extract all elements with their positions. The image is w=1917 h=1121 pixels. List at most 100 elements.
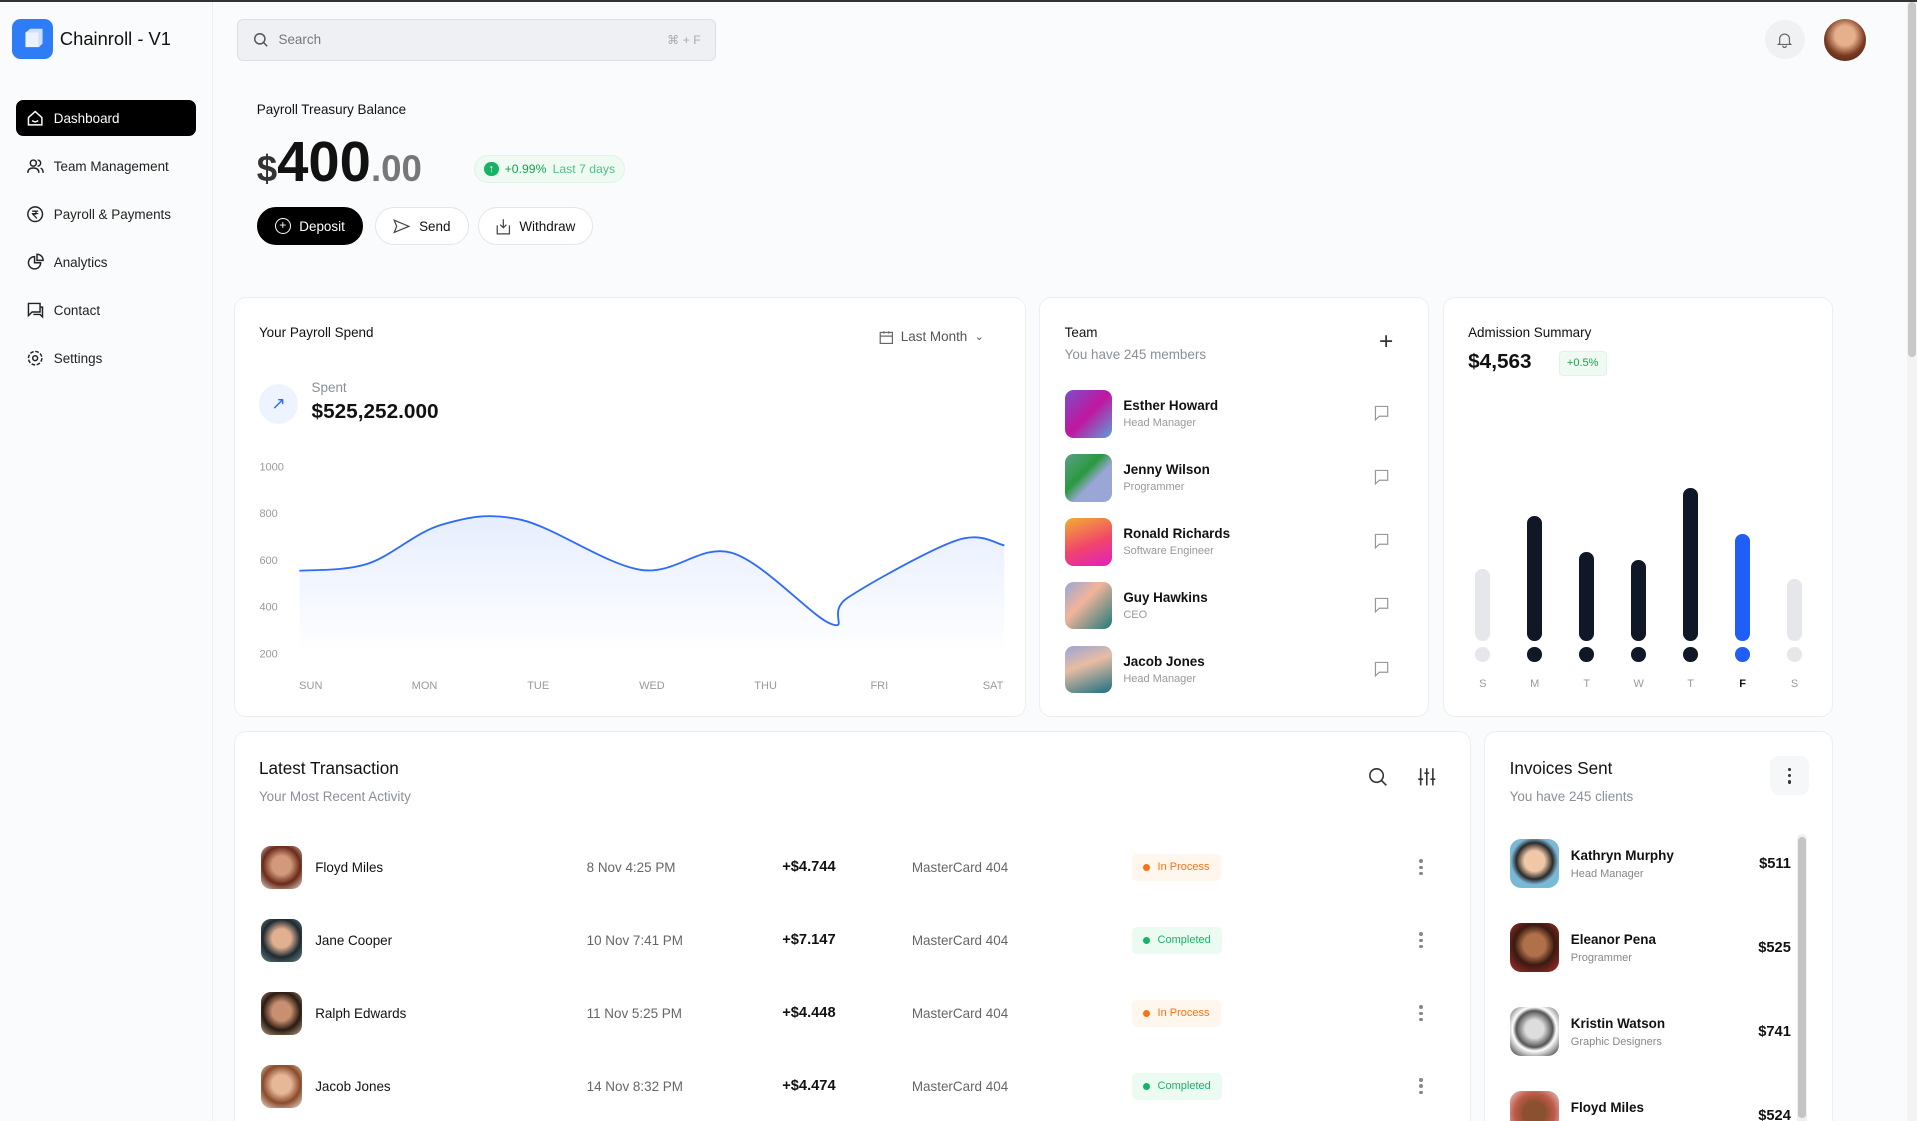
invoices-card: Invoices Sent You have 245 clients Kathr… <box>1484 730 1833 1121</box>
sidebar-item-payroll-payments[interactable]: Payroll & Payments <box>16 196 196 233</box>
withdraw-label: Withdraw <box>519 218 576 234</box>
user-avatar[interactable] <box>1824 19 1866 61</box>
pie-icon <box>27 253 44 270</box>
rupee-icon <box>26 206 43 223</box>
sidebar-item-analytics[interactable]: Analytics <box>16 244 196 281</box>
search-placeholder: Search <box>278 32 322 48</box>
invoice-amount: $511 <box>1759 855 1791 872</box>
add-member-button[interactable]: + <box>1370 326 1402 358</box>
client-avatar <box>1509 839 1559 889</box>
period-dropdown[interactable]: Last Month ⌄ <box>879 329 984 344</box>
member-name: Ronald Richards <box>1123 526 1231 542</box>
withdraw-button[interactable]: Withdraw <box>478 207 594 246</box>
row-menu-icon[interactable] <box>1419 859 1423 876</box>
transaction-avatar <box>261 1064 302 1108</box>
arrow-up-icon: ↑ <box>483 161 499 177</box>
calendar-icon <box>879 330 893 344</box>
message-icon[interactable] <box>1373 596 1390 613</box>
transaction-avatar <box>261 845 302 889</box>
admission-bar <box>1631 560 1646 642</box>
client-name: Eleanor Pena <box>1570 931 1656 947</box>
sidebar-item-label: Team Management <box>53 158 169 174</box>
arrow-up-right-icon: ↗ <box>258 384 299 424</box>
member-avatar <box>1064 581 1113 630</box>
transaction-card: MasterCard 404 <box>911 1078 1009 1094</box>
admission-day-label: T <box>1583 677 1591 690</box>
sidebar: Chainroll - V1 Dashboard Team Management P… <box>0 2 213 1121</box>
filter-button[interactable] <box>1408 759 1445 796</box>
admission-bar-dot <box>1579 647 1595 662</box>
invoice-item[interactable]: Eleanor Pena Programmer $525 <box>1509 923 1791 973</box>
page-scrollbar[interactable] <box>1907 2 1917 1121</box>
y-tick-label: 200 <box>259 648 277 660</box>
invoices-menu-button[interactable] <box>1770 756 1810 796</box>
invoice-item[interactable]: Kristin Watson Graphic Designers $741 <box>1509 1007 1791 1057</box>
transaction-name: Ralph Edwards <box>315 1005 407 1021</box>
status-label: Completed <box>1157 934 1211 947</box>
member-role: Software Engineer <box>1123 544 1214 557</box>
admission-bar <box>1683 488 1698 642</box>
transaction-amount: +$7.147 <box>782 932 836 949</box>
admission-bar <box>1735 533 1750 642</box>
message-icon[interactable] <box>1373 468 1390 486</box>
status-label: In Process <box>1157 861 1210 874</box>
status-label: In Process <box>1157 1007 1210 1020</box>
team-member[interactable]: Esther Howard Head Manager <box>1064 389 1407 438</box>
row-menu-icon[interactable] <box>1419 932 1423 949</box>
message-icon[interactable] <box>1373 532 1390 549</box>
sidebar-item-dashboard[interactable]: Dashboard <box>15 99 196 137</box>
message-icon[interactable] <box>1373 660 1390 677</box>
send-button[interactable]: Send <box>375 207 469 246</box>
admission-change: +0.5% <box>1558 351 1607 376</box>
table-row[interactable]: Floyd Miles 8 Nov 4:25 PM +$4.744 MasterCar… <box>261 843 1435 892</box>
row-menu-icon[interactable] <box>1419 1078 1423 1095</box>
plus-circle-icon: + <box>274 218 291 235</box>
team-member[interactable]: Jacob Jones Head Manager <box>1064 645 1407 694</box>
y-tick-label: 400 <box>259 601 277 613</box>
chat-icon <box>27 302 43 319</box>
invoice-amount: $525 <box>1758 939 1791 956</box>
member-avatar <box>1064 453 1113 502</box>
home-icon <box>27 110 43 126</box>
sidebar-item-team-management[interactable]: Team Management <box>16 148 196 185</box>
balance-cents: .00 <box>370 148 422 190</box>
transaction-name: Jacob Jones <box>315 1078 391 1094</box>
more-vertical-icon <box>1787 767 1792 784</box>
deposit-button[interactable]: + Deposit <box>256 207 363 246</box>
invoice-item[interactable]: Kathryn Murphy Head Manager $511 <box>1509 839 1791 889</box>
y-tick-label: 600 <box>259 555 277 567</box>
client-avatar <box>1509 1091 1559 1121</box>
team-member[interactable]: Jenny Wilson Programmer <box>1064 453 1407 502</box>
payroll-line-chart: 1000 800 600 400 200 SUN MON TUE WED THU FRI SAT <box>259 461 1005 692</box>
sidebar-item-contact[interactable]: Contact <box>16 292 196 329</box>
users-icon <box>26 159 44 173</box>
y-tick-label: 1000 <box>259 461 283 473</box>
send-icon <box>393 219 411 234</box>
sidebar-item-settings[interactable]: Settings <box>16 340 196 377</box>
search-shortcut: ⌘ + F <box>667 32 701 47</box>
transaction-name: Floyd Miles <box>315 859 384 875</box>
invoice-amount: $524 <box>1758 1107 1791 1121</box>
transactions-title: Latest Transaction <box>258 758 399 778</box>
member-role: Head Manager <box>1123 417 1197 430</box>
invoices-scrollbar[interactable] <box>1796 834 1807 1121</box>
message-icon[interactable] <box>1373 404 1390 422</box>
team-member[interactable]: Guy Hawkins CEO <box>1064 581 1407 630</box>
member-role: Programmer <box>1123 481 1185 494</box>
search-input[interactable]: Search ⌘ + F <box>237 19 717 61</box>
member-name: Guy Hawkins <box>1123 590 1208 606</box>
table-row[interactable]: Ralph Edwards 11 Nov 5:25 PM +$4.448 Master… <box>261 989 1435 1038</box>
notification-button[interactable] <box>1765 20 1805 60</box>
transaction-date: 10 Nov 7:41 PM <box>586 932 683 948</box>
transaction-card: MasterCard 404 <box>911 1005 1009 1021</box>
series-line <box>298 514 1005 626</box>
team-member[interactable]: Ronald Richards Software Engineer <box>1064 517 1407 566</box>
status-badge: In Process <box>1131 999 1221 1027</box>
transactions-search-button[interactable] <box>1359 759 1396 796</box>
table-row[interactable]: Jane Cooper 10 Nov 7:41 PM +$7.147 MasterCa… <box>261 916 1435 965</box>
transaction-amount: +$4.448 <box>782 1005 836 1022</box>
row-menu-icon[interactable] <box>1419 1005 1423 1022</box>
member-name: Esther Howard <box>1123 398 1219 414</box>
invoice-item[interactable]: Floyd Miles Head Manager $524 <box>1509 1091 1791 1121</box>
table-row[interactable]: Jacob Jones 14 Nov 8:32 PM +$4.474 MasterCa… <box>261 1062 1435 1111</box>
